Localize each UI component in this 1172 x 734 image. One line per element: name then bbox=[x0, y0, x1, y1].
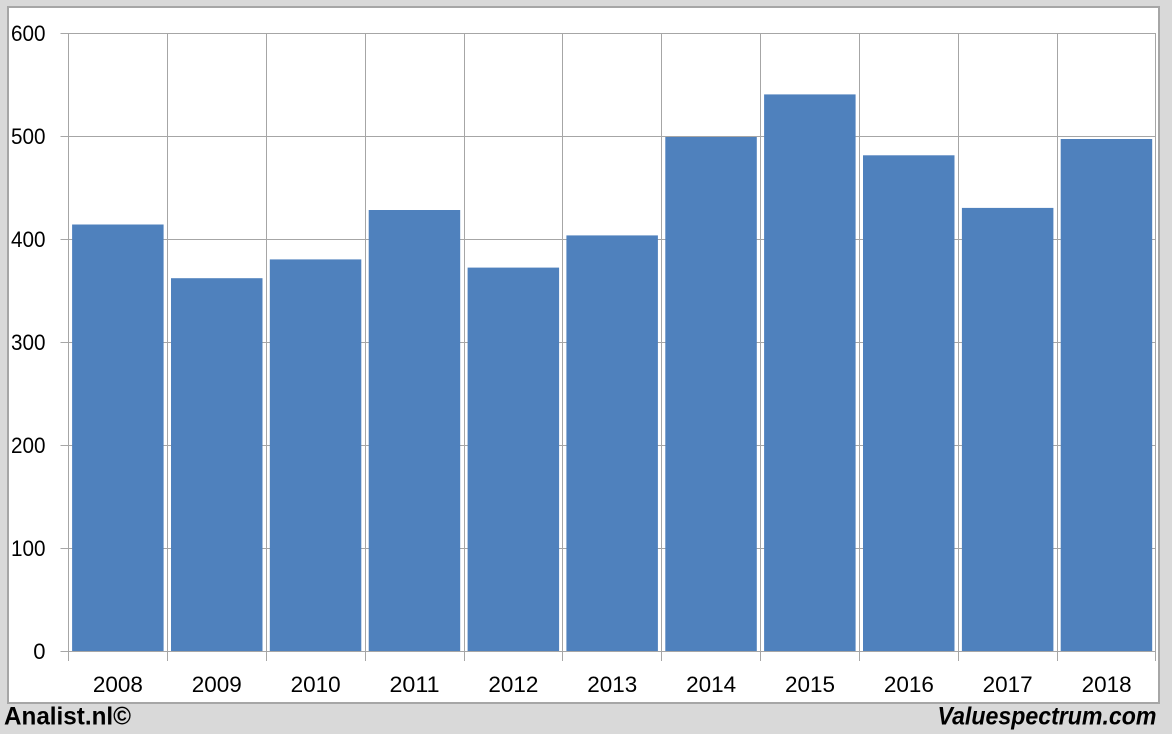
svg-text:2009: 2009 bbox=[192, 672, 242, 697]
svg-text:2014: 2014 bbox=[686, 672, 736, 697]
svg-text:2017: 2017 bbox=[983, 672, 1033, 697]
svg-text:0: 0 bbox=[33, 639, 45, 664]
svg-text:2018: 2018 bbox=[1082, 672, 1132, 697]
svg-text:2013: 2013 bbox=[587, 672, 637, 697]
svg-text:200: 200 bbox=[11, 433, 46, 458]
svg-text:Valuespectrum.com: Valuespectrum.com bbox=[938, 703, 1157, 731]
svg-text:2012: 2012 bbox=[488, 672, 538, 697]
svg-text:2015: 2015 bbox=[785, 672, 835, 697]
svg-text:Analist.nl©: Analist.nl© bbox=[4, 703, 132, 731]
svg-text:2011: 2011 bbox=[390, 672, 440, 697]
svg-text:2008: 2008 bbox=[93, 672, 143, 697]
svg-text:2010: 2010 bbox=[291, 672, 341, 697]
svg-text:500: 500 bbox=[11, 124, 46, 149]
svg-text:400: 400 bbox=[11, 227, 46, 252]
svg-text:2016: 2016 bbox=[884, 672, 934, 697]
svg-text:600: 600 bbox=[11, 21, 46, 46]
svg-text:300: 300 bbox=[11, 330, 46, 355]
svg-text:100: 100 bbox=[11, 536, 46, 561]
